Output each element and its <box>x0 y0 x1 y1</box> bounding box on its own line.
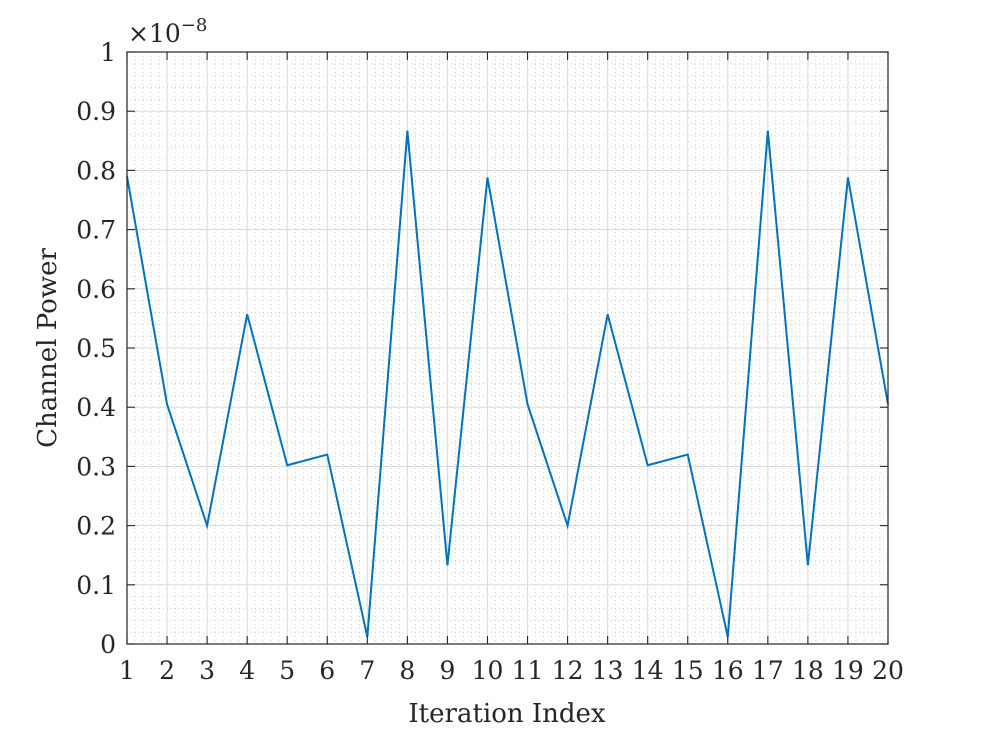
y-tick-label: 1 <box>100 38 116 67</box>
x-tick-label: 18 <box>792 656 824 685</box>
x-tick-label: 9 <box>439 656 455 685</box>
x-tick-label: 10 <box>472 656 504 685</box>
series-line-1 <box>126 130 889 638</box>
y-exponent-label: ×10−8 <box>128 15 207 48</box>
x-tick-label: 19 <box>832 656 864 685</box>
x-tick-label: 14 <box>632 656 664 685</box>
y-tick-label: 0.9 <box>76 97 116 126</box>
x-axis-title: Iteration Index <box>408 699 606 729</box>
y-exponent-base: ×10 <box>128 19 181 48</box>
y-tick-label: 0.4 <box>76 393 116 422</box>
x-tick-label: 20 <box>872 656 904 685</box>
y-tick-label: 0.8 <box>76 156 116 185</box>
y-exponent-power: −8 <box>181 15 208 36</box>
y-axis-title: Channel Power <box>33 248 63 448</box>
y-tick-label: 0.3 <box>76 452 116 481</box>
x-tick-label: 8 <box>399 656 415 685</box>
y-tick-labels: 0 0.1 0.2 0.3 0.4 0.5 0.6 0.7 0.8 0.9 1 <box>76 38 116 659</box>
x-tick-label: 17 <box>752 656 784 685</box>
x-tick-label: 4 <box>239 656 255 685</box>
x-tick-label: 5 <box>279 656 295 685</box>
y-tick-label: 0.6 <box>76 275 116 304</box>
y-tick-label: 0 <box>100 630 116 659</box>
x-tick-label: 15 <box>672 656 704 685</box>
y-tick-label: 0.1 <box>76 571 116 600</box>
x-tick-label: 2 <box>159 656 175 685</box>
x-tick-labels: 1 2 3 4 5 6 7 8 9 10 11 12 13 14 15 16 17 18 19 20 <box>119 656 904 685</box>
x-tick-label: 1 <box>119 656 135 685</box>
x-tick-label: 13 <box>592 656 624 685</box>
x-tick-label: 3 <box>199 656 215 685</box>
axis-ticks <box>126 51 889 645</box>
x-tick-label: 11 <box>512 656 544 685</box>
y-tick-label: 0.5 <box>76 334 116 363</box>
series-layer <box>126 130 889 638</box>
x-tick-label: 7 <box>359 656 375 685</box>
y-tick-label: 0.2 <box>76 512 116 541</box>
x-tick-label: 6 <box>319 656 335 685</box>
y-tick-label: 0.7 <box>76 216 116 245</box>
x-tick-label: 12 <box>552 656 584 685</box>
x-tick-label: 16 <box>712 656 744 685</box>
